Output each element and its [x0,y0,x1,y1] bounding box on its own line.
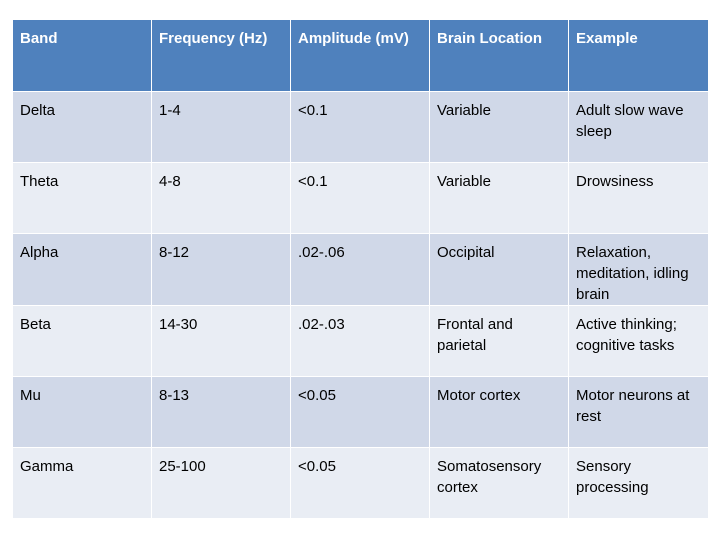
cell-example: Active thinking; cognitive tasks [568,305,709,377]
header-frequency: Frequency (Hz) [151,19,291,92]
cell-frequency: 8-12 [151,233,291,306]
cell-brain-location: Variable [429,91,569,163]
cell-band: Theta [12,162,152,234]
cell-frequency: 14-30 [151,305,291,377]
cell-band: Alpha [12,233,152,306]
header-amplitude: Amplitude (mV) [290,19,430,92]
header-example: Example [568,19,709,92]
cell-amplitude: .02-.06 [290,233,430,306]
eeg-bands-table: Band Frequency (Hz) Amplitude (mV) Brain… [12,19,709,519]
cell-amplitude: <0.05 [290,376,430,448]
cell-amplitude: <0.05 [290,447,430,519]
cell-example: Motor neurons at rest [568,376,709,448]
table-row: Gamma 25-100 <0.05 Somatosensory cortex … [12,447,709,519]
cell-brain-location: Somatosensory cortex [429,447,569,519]
cell-band: Beta [12,305,152,377]
cell-frequency: 1-4 [151,91,291,163]
table-row: Mu 8-13 <0.05 Motor cortex Motor neurons… [12,376,709,448]
table-row: Delta 1-4 <0.1 Variable Adult slow wave … [12,91,709,163]
header-band: Band [12,19,152,92]
table-row: Beta 14-30 .02-.03 Frontal and parietal … [12,305,709,377]
cell-example: Adult slow wave sleep [568,91,709,163]
cell-frequency: 8-13 [151,376,291,448]
cell-band: Delta [12,91,152,163]
cell-amplitude: <0.1 [290,91,430,163]
cell-brain-location: Occipital [429,233,569,306]
cell-band: Gamma [12,447,152,519]
cell-frequency: 4-8 [151,162,291,234]
cell-amplitude: <0.1 [290,162,430,234]
cell-example: Sensory processing [568,447,709,519]
table-row: Theta 4-8 <0.1 Variable Drowsiness [12,162,709,234]
cell-brain-location: Variable [429,162,569,234]
cell-band: Mu [12,376,152,448]
cell-example: Drowsiness [568,162,709,234]
cell-brain-location: Frontal and parietal [429,305,569,377]
cell-brain-location: Motor cortex [429,376,569,448]
cell-amplitude: .02-.03 [290,305,430,377]
cell-frequency: 25-100 [151,447,291,519]
cell-example: Relaxation, meditation, idling brain [568,233,709,306]
table-row: Alpha 8-12 .02-.06 Occipital Relaxation,… [12,233,709,306]
table-header-row: Band Frequency (Hz) Amplitude (mV) Brain… [12,19,709,92]
header-brain-location: Brain Location [429,19,569,92]
